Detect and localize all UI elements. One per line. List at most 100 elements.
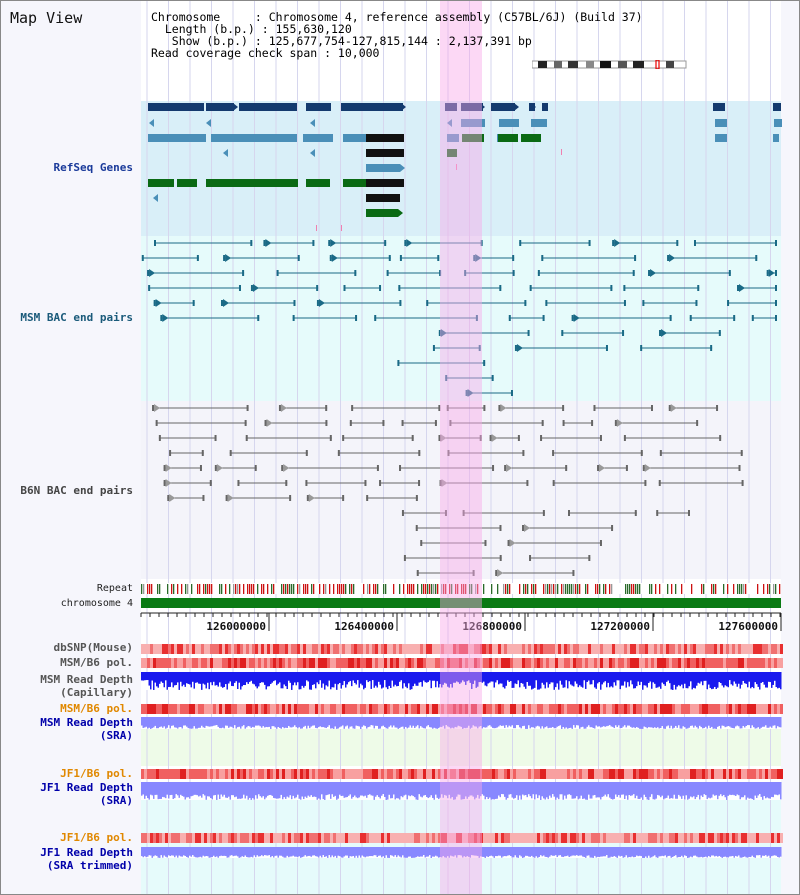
gene-feature[interactable] [148, 134, 206, 142]
depth-bar [724, 782, 726, 798]
gene-feature[interactable] [343, 134, 367, 142]
gene-feature[interactable] [773, 134, 779, 142]
depth-bar [417, 672, 419, 686]
depth-bar [180, 782, 182, 795]
track-label-msm-b6-pol[interactable]: MSM/B6 pol. [60, 656, 133, 669]
gene-feature[interactable] [773, 103, 781, 111]
gene-feature[interactable] [148, 179, 174, 187]
track-label-refseq[interactable]: RefSeq Genes [53, 161, 133, 174]
depth-bar [520, 717, 522, 729]
gene-feature[interactable] [211, 134, 297, 142]
gene-feature[interactable] [321, 103, 331, 111]
gene-feature[interactable] [531, 119, 547, 127]
gene-feature[interactable] [461, 103, 483, 111]
gene-feature[interactable] [303, 134, 333, 142]
heat-cell [759, 658, 762, 668]
heat-cell [318, 769, 321, 779]
bac-end [401, 420, 404, 426]
heat-cell [375, 658, 378, 668]
heat-cell [762, 769, 765, 779]
depth-bar [178, 847, 180, 856]
track-label-msm-bac[interactable]: MSM BAC end pairs [20, 311, 133, 324]
track-label-jf1-depth-trim[interactable]: JF1 Read Depth [40, 846, 133, 859]
depth-bar [780, 717, 782, 728]
gene-feature[interactable] [715, 119, 727, 127]
depth-bar [256, 717, 258, 726]
track-label-dbsnp[interactable]: dbSNP(Mouse) [53, 641, 133, 654]
depth-bar [573, 672, 575, 687]
depth-bar [321, 717, 323, 728]
chromosome-bar[interactable] [141, 598, 781, 608]
heat-cell [141, 704, 144, 714]
gene-feature[interactable] [366, 179, 404, 187]
bac-end [625, 465, 628, 471]
repeat-mark [171, 584, 173, 594]
depth-bar [397, 847, 399, 856]
track-label-msm-depth-sra[interactable]: MSM Read Depth [40, 716, 133, 729]
highlight-region[interactable] [440, 1, 482, 894]
gene-feature[interactable] [148, 103, 204, 111]
gene-feature[interactable] [774, 119, 782, 127]
bac-end [438, 330, 441, 336]
repeat-mark [567, 584, 569, 594]
heat-cell [411, 704, 414, 714]
repeat-mark [181, 584, 183, 594]
gene-feature[interactable] [498, 134, 518, 142]
gene-feature[interactable] [239, 103, 297, 111]
depth-bar [466, 847, 468, 857]
bac-end [623, 435, 626, 441]
gene-feature[interactable] [447, 149, 457, 157]
gene-feature[interactable] [306, 103, 324, 111]
track-label-jf1-depth-sra[interactable]: JF1 Read Depth [40, 781, 133, 794]
gene-feature[interactable] [499, 119, 519, 127]
repeat-mark [551, 584, 553, 594]
gene-feature[interactable] [366, 149, 404, 157]
gene-feature[interactable] [306, 179, 330, 187]
gene-feature[interactable] [715, 134, 727, 142]
heat-cell [630, 704, 633, 714]
depth-bar [196, 847, 198, 858]
heat-cell [660, 769, 663, 779]
gene-feature[interactable] [366, 134, 404, 142]
track-label-msm-b6-pol-2[interactable]: MSM/B6 pol. [60, 702, 133, 715]
track-label-repeat[interactable]: Repeat [96, 583, 133, 594]
track-label-jf1-b6-pol[interactable]: JF1/B6 pol. [60, 767, 133, 780]
gene-feature[interactable] [366, 164, 400, 172]
gene-feature[interactable] [461, 119, 485, 127]
depth-bar [547, 672, 549, 688]
gene-feature[interactable] [343, 179, 367, 187]
heat-cell [531, 644, 534, 654]
depth-bar [600, 672, 602, 690]
gene-feature[interactable] [491, 103, 515, 111]
track-label-msm-depth-cap[interactable]: MSM Read Depth [40, 673, 133, 686]
track-label-jf1-b6-pol-2[interactable]: JF1/B6 pol. [60, 831, 133, 844]
track-label-b6n-bac[interactable]: B6N BAC end pairs [20, 484, 133, 497]
depth-bar [630, 717, 632, 727]
b6n-track-bg [141, 401, 781, 579]
gene-feature[interactable] [521, 134, 541, 142]
depth-bar [328, 847, 330, 856]
bac-end [237, 480, 240, 486]
gene-feature[interactable] [366, 209, 398, 217]
gene-feature[interactable] [206, 103, 234, 111]
gene-feature[interactable] [447, 134, 459, 142]
depth-bar [319, 717, 321, 727]
depth-bar [241, 672, 243, 687]
gene-feature[interactable] [462, 134, 484, 142]
chromosome-ideogram[interactable] [531, 54, 687, 70]
gene-feature[interactable] [341, 103, 403, 111]
heat-cell [393, 769, 396, 779]
gene-feature[interactable] [713, 103, 725, 111]
repeat-mark [535, 584, 537, 594]
depth-bar [591, 847, 593, 858]
heat-cell [408, 704, 411, 714]
depth-bar [723, 782, 725, 795]
gene-feature[interactable] [206, 179, 298, 187]
track-label-chromosome[interactable]: chromosome 4 [60, 598, 133, 609]
gene-feature[interactable] [366, 194, 400, 202]
gene-feature[interactable] [177, 179, 197, 187]
depth-bar [486, 782, 488, 797]
bac-end [483, 405, 486, 411]
bac-end [328, 240, 331, 246]
